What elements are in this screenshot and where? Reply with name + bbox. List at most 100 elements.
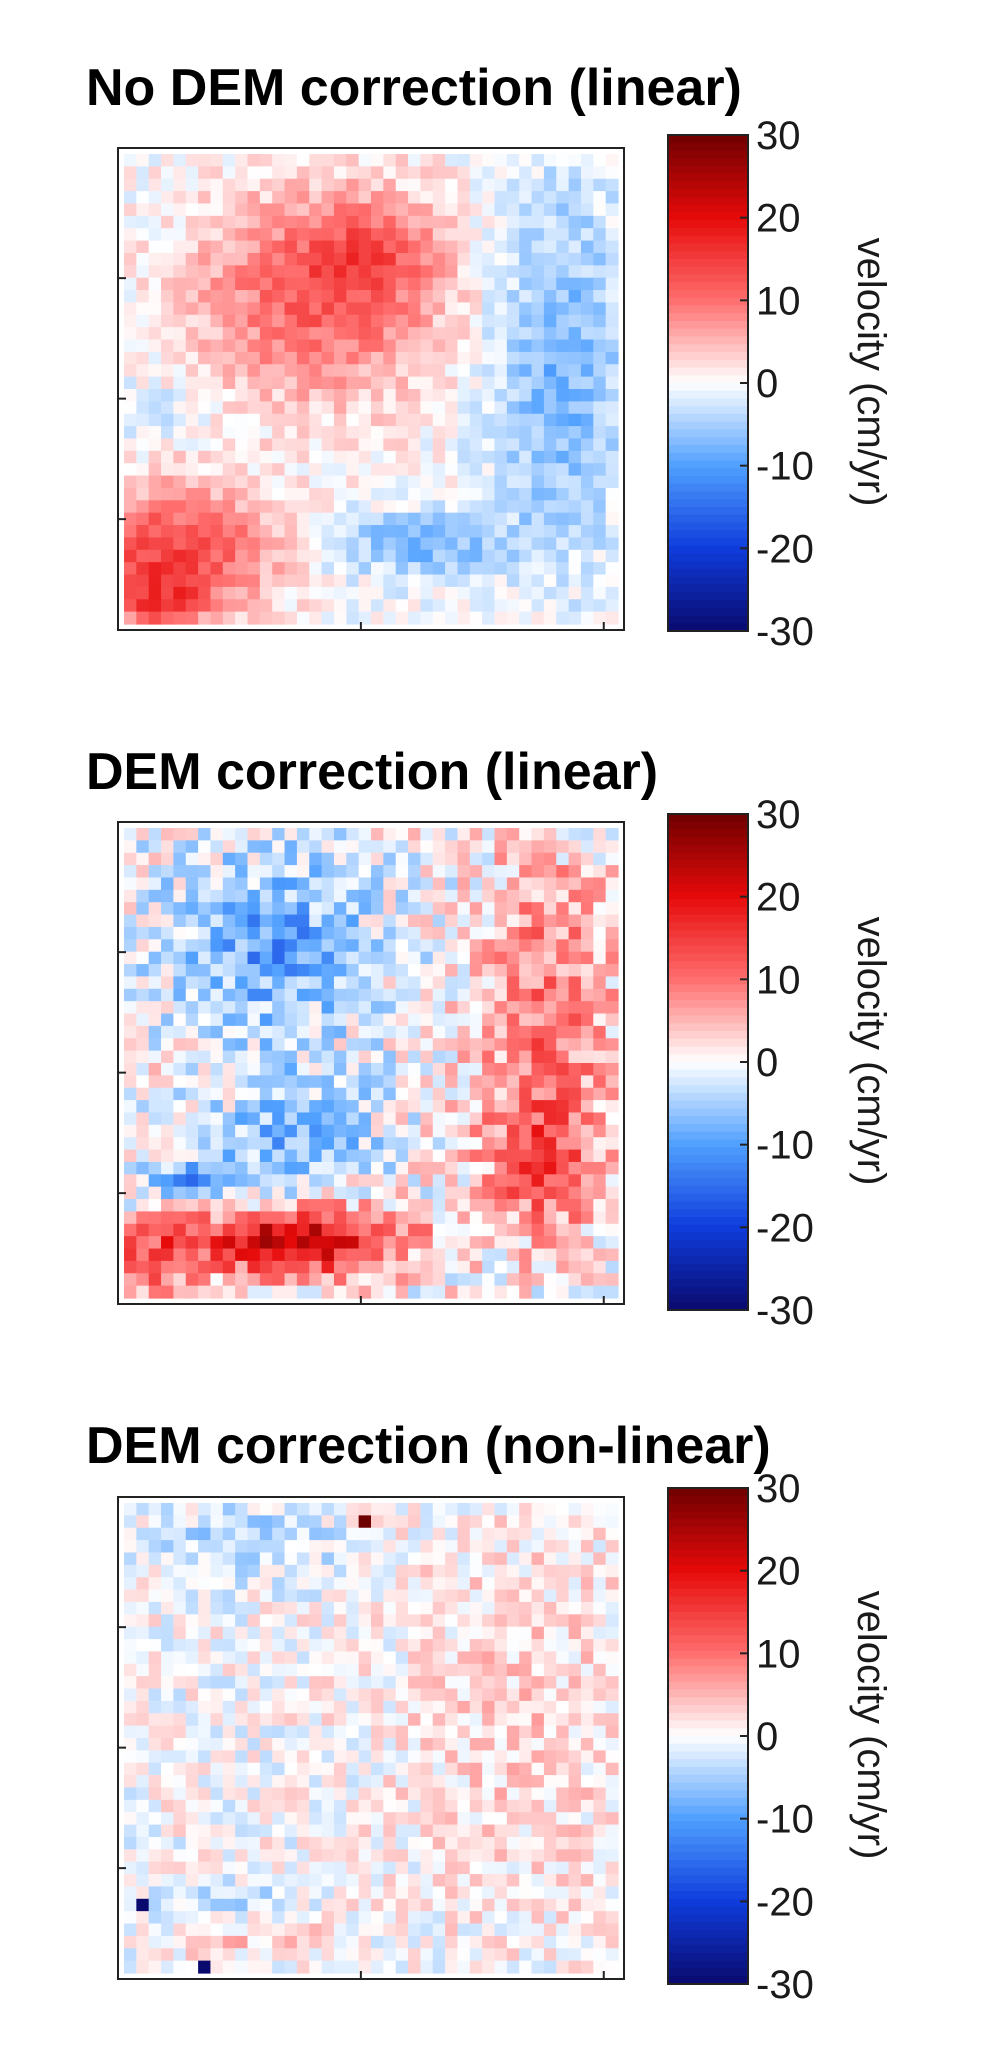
heatmap-cell	[235, 1248, 249, 1262]
heatmap-cell	[519, 475, 533, 489]
heatmap-cell	[235, 277, 249, 291]
heatmap-cell	[605, 154, 619, 167]
heatmap-cell	[531, 401, 545, 415]
heatmap-cell	[235, 549, 249, 563]
heatmap-cell	[556, 1935, 570, 1949]
heatmap-cell	[136, 1087, 150, 1101]
heatmap-cell	[124, 1174, 137, 1188]
heatmap-cell	[210, 611, 224, 625]
heatmap-cell	[333, 203, 347, 217]
heatmap-cell	[124, 877, 137, 891]
heatmap-cell	[124, 1601, 137, 1615]
heatmap-cell	[161, 1812, 174, 1826]
heatmap-cell	[235, 537, 249, 551]
heatmap-cell	[136, 463, 150, 477]
heatmap-cell	[259, 889, 273, 903]
heatmap-cell	[457, 1775, 471, 1789]
heatmap-cell	[198, 1651, 212, 1665]
heatmap-cell	[235, 951, 249, 965]
heatmap-cell	[580, 586, 594, 600]
heatmap-cell	[531, 1025, 545, 1039]
heatmap-cell	[568, 364, 582, 378]
heatmap-cell	[408, 1700, 421, 1714]
heatmap-cell	[556, 487, 570, 501]
heatmap-cell	[222, 1050, 236, 1064]
heatmap-cell	[593, 1639, 607, 1653]
heatmap-cell	[543, 865, 557, 879]
heatmap-cell	[580, 951, 594, 965]
heatmap-cell	[346, 1812, 360, 1826]
heatmap-cell	[593, 1161, 607, 1175]
heatmap-cell	[284, 1137, 298, 1151]
heatmap-cell	[432, 1713, 446, 1727]
heatmap-cell	[358, 351, 372, 365]
heatmap-cell	[272, 1886, 286, 1900]
heatmap-cell	[136, 1161, 150, 1175]
heatmap-cell	[580, 1273, 594, 1287]
heatmap-cell	[432, 1515, 446, 1529]
heatmap-cell	[432, 1738, 446, 1751]
heatmap-cell	[272, 1874, 286, 1888]
heatmap-cell	[321, 302, 335, 316]
heatmap-cell	[333, 1124, 347, 1138]
heatmap-cell	[395, 1223, 409, 1237]
heatmap-cell	[247, 277, 261, 291]
heatmap-cell	[395, 964, 409, 978]
heatmap-cell	[284, 1601, 298, 1615]
heatmap-cell	[333, 1911, 347, 1925]
heatmap-cell	[395, 1762, 409, 1776]
heatmap-cell	[420, 1552, 434, 1566]
heatmap-cell	[358, 1775, 372, 1789]
heatmap-cell	[259, 1824, 273, 1838]
heatmap-cell	[593, 1075, 607, 1089]
heatmap-cell	[284, 852, 298, 866]
heatmap-cell	[333, 852, 347, 866]
heatmap-cell	[469, 178, 483, 192]
heatmap-cell	[185, 1124, 199, 1138]
heatmap-cell	[556, 926, 570, 940]
heatmap-cell	[568, 1050, 582, 1064]
heatmap-cell	[124, 939, 137, 953]
heatmap-cell	[556, 1898, 570, 1912]
heatmap-cell	[494, 586, 508, 600]
heatmap-cell	[395, 1236, 409, 1250]
heatmap-cell	[321, 828, 335, 841]
heatmap-cell	[383, 500, 397, 514]
heatmap-cell	[506, 265, 520, 279]
heatmap-cell	[358, 1898, 372, 1912]
heatmap-cell	[296, 203, 310, 217]
heatmap-cell	[371, 852, 384, 866]
heatmap-cell	[296, 413, 310, 427]
heatmap-cell	[445, 1589, 459, 1603]
heatmap-cell	[556, 450, 570, 464]
heatmap-cell	[494, 1161, 508, 1175]
heatmap-cell	[420, 611, 434, 625]
heatmap-cell	[346, 1161, 360, 1175]
heatmap-cell	[383, 1700, 397, 1714]
heatmap-cell	[494, 1787, 508, 1801]
heatmap-cell	[247, 1285, 261, 1299]
heatmap-cell	[222, 215, 236, 229]
heatmap-cell	[124, 926, 137, 940]
heatmap-cell	[445, 599, 459, 613]
heatmap-cell	[185, 840, 199, 854]
heatmap-cell	[580, 1688, 594, 1702]
heatmap-cell	[531, 1589, 545, 1603]
heatmap-cell	[506, 376, 520, 390]
heatmap-cell	[333, 1564, 347, 1578]
heatmap-cell	[395, 512, 409, 526]
heatmap-cell	[136, 574, 150, 588]
heatmap-cell	[531, 840, 545, 854]
heatmap-cell	[346, 828, 360, 841]
heatmap-cell	[136, 1515, 150, 1529]
heatmap-cell	[272, 1075, 286, 1089]
heatmap-cell	[556, 1911, 570, 1925]
colorbar-swatch	[668, 390, 748, 400]
heatmap-cell	[531, 1577, 545, 1591]
heatmap-cell	[469, 1626, 483, 1640]
heatmap-cell	[383, 252, 397, 266]
heatmap-cell	[432, 1787, 446, 1801]
heatmap-cell	[321, 1552, 335, 1566]
heatmap-cell	[519, 1960, 533, 1974]
heatmap-cell	[371, 240, 384, 254]
